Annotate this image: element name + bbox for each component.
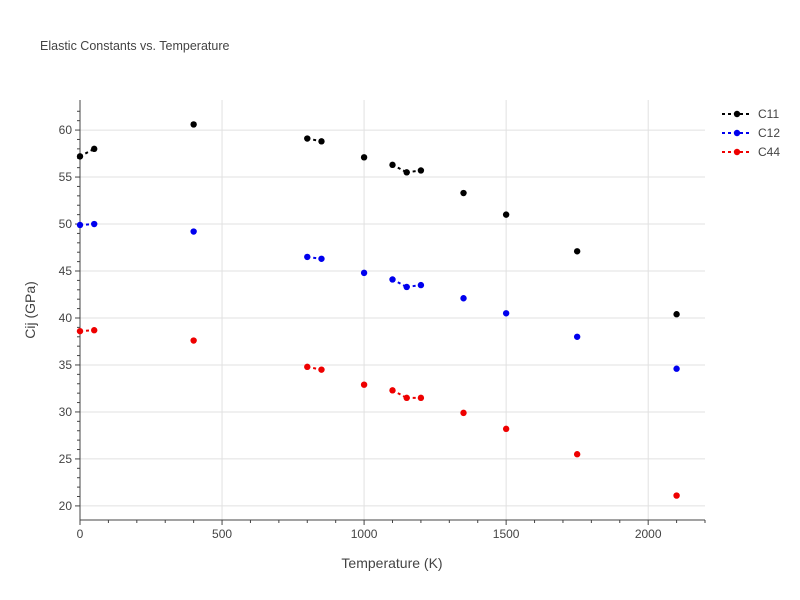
legend-item-c11[interactable]: C11 (722, 107, 779, 121)
data-point[interactable] (91, 220, 98, 228)
legend-marker-swatch (733, 148, 741, 156)
y-tick-label: 35 (59, 358, 73, 372)
legend-marker-swatch (733, 129, 741, 137)
x-tick-label: 500 (212, 527, 232, 541)
x-tick-label: 2000 (635, 527, 662, 541)
data-point[interactable] (403, 283, 410, 291)
data-point[interactable] (318, 138, 325, 145)
series-layer (76, 121, 680, 499)
data-point[interactable] (417, 167, 425, 174)
data-point[interactable] (460, 409, 467, 417)
y-tick-label: 30 (59, 405, 73, 419)
data-point[interactable] (389, 161, 396, 169)
data-point[interactable] (673, 311, 680, 318)
data-point[interactable] (76, 153, 84, 160)
legend-label: C12 (758, 126, 780, 140)
series-c44 (76, 327, 680, 499)
data-point[interactable] (190, 337, 197, 344)
grid (80, 100, 705, 520)
axes: 20 25 30 35 40 45 50 55 60 0 500 1000 1500 2000 (59, 100, 706, 541)
x-axis-title: Temperature (K) (341, 555, 442, 571)
data-point[interactable] (76, 327, 84, 335)
data-point[interactable] (460, 295, 467, 302)
data-point[interactable] (417, 281, 425, 289)
data-point[interactable] (389, 387, 396, 394)
data-point[interactable] (360, 269, 368, 277)
x-tick-label: 1000 (351, 527, 378, 541)
data-point[interactable] (360, 154, 368, 161)
data-point[interactable] (573, 248, 581, 255)
legend[interactable]: C11 C12 C44 (722, 107, 780, 159)
data-point[interactable] (91, 327, 98, 334)
data-point[interactable] (304, 363, 311, 371)
data-point[interactable] (318, 366, 325, 373)
x-tick-label: 0 (77, 527, 84, 541)
legend-label: C44 (758, 145, 780, 159)
data-point[interactable] (76, 221, 84, 229)
data-point[interactable] (673, 492, 680, 499)
data-point[interactable] (502, 425, 510, 433)
series-c11 (76, 121, 680, 318)
data-point[interactable] (403, 169, 410, 176)
data-point[interactable] (91, 145, 98, 153)
y-tick-label: 20 (59, 499, 73, 513)
data-point[interactable] (673, 365, 680, 372)
y-tick-label: 60 (59, 123, 73, 137)
data-point[interactable] (403, 394, 410, 402)
data-point[interactable] (389, 276, 396, 283)
data-point[interactable] (502, 211, 510, 218)
legend-item-c12[interactable]: C12 (722, 126, 780, 140)
x-tick-label: 1500 (493, 527, 520, 541)
data-point[interactable] (502, 310, 510, 317)
y-tick-label: 25 (59, 452, 73, 466)
y-tick-label: 55 (59, 170, 73, 184)
chart-title: Elastic Constants vs. Temperature (40, 39, 229, 53)
y-tick-label: 50 (59, 217, 73, 231)
data-point[interactable] (190, 121, 197, 128)
data-point[interactable] (318, 255, 325, 262)
legend-label: C11 (758, 107, 779, 121)
y-axis-title: Cij (GPa) (22, 281, 38, 339)
data-point[interactable] (304, 253, 311, 261)
data-point[interactable] (417, 394, 425, 402)
data-point[interactable] (190, 228, 197, 235)
series-c12 (76, 220, 680, 372)
y-tick-label: 45 (59, 264, 73, 278)
y-tick-label: 40 (59, 311, 73, 325)
data-point[interactable] (460, 189, 467, 197)
data-point[interactable] (304, 135, 311, 142)
data-point[interactable] (573, 451, 581, 458)
legend-marker-swatch (733, 110, 741, 118)
legend-item-c44[interactable]: C44 (722, 145, 780, 159)
data-point[interactable] (360, 381, 368, 388)
data-point[interactable] (573, 333, 581, 340)
